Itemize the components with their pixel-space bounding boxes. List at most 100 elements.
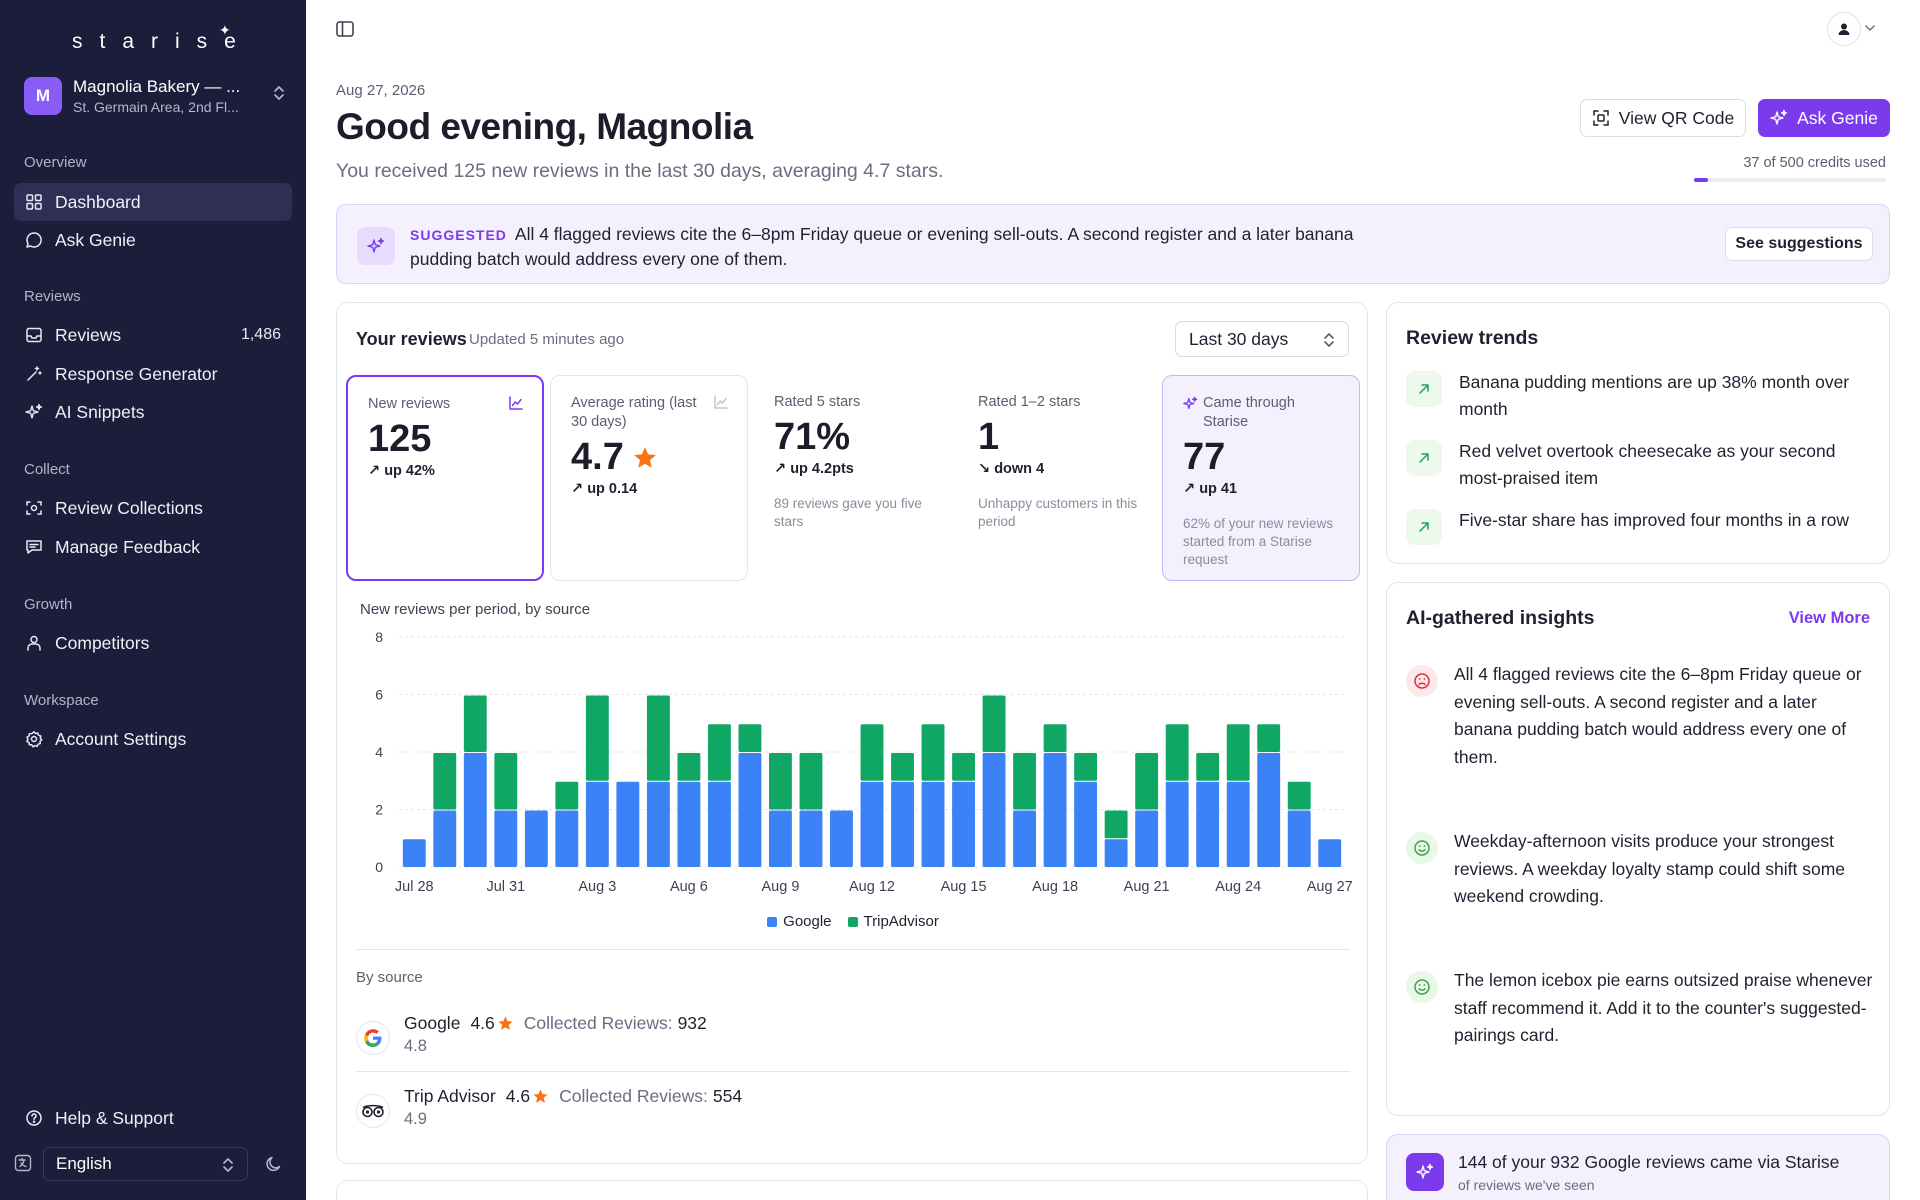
legend-item-google[interactable]: Google <box>767 913 832 930</box>
bar-google-aug-23[interactable] <box>1196 781 1220 867</box>
bar-tripadvisor-aug-8[interactable] <box>738 724 762 752</box>
bar-google-aug-17[interactable] <box>1013 810 1037 868</box>
sidebar-item-help-support[interactable]: Help & Support <box>14 1099 292 1137</box>
moon-icon[interactable] <box>264 1154 284 1174</box>
bar-tripadvisor-aug-22[interactable] <box>1165 724 1189 781</box>
sidebar-item-review-collections[interactable]: Review Collections <box>14 489 292 527</box>
bar-tripadvisor-aug-13[interactable] <box>891 753 914 781</box>
trend-up-arrow-icon <box>1406 371 1442 407</box>
bar-tripadvisor-aug-12[interactable] <box>860 724 884 781</box>
bar-google-aug-2[interactable] <box>555 810 579 868</box>
bar-tripadvisor-aug-7[interactable] <box>707 724 731 781</box>
bar-google-aug-11[interactable] <box>830 810 853 868</box>
sidebar-toggle-icon[interactable] <box>335 19 355 39</box>
trend-text: Five-star share has improved four months… <box>1459 510 1850 530</box>
bar-google-jul-29[interactable] <box>433 810 457 868</box>
sidebar-item-dashboard[interactable]: Dashboard <box>14 183 292 221</box>
bar-google-aug-25[interactable] <box>1257 753 1281 867</box>
bar-tripadvisor-aug-9[interactable] <box>769 753 792 810</box>
bar-google-aug-24[interactable] <box>1226 781 1250 867</box>
sidebar-item-ask-genie[interactable]: Ask Genie <box>14 221 292 259</box>
bar-tripadvisor-aug-26[interactable] <box>1287 781 1311 810</box>
sidebar-item-account-settings[interactable]: Account Settings <box>14 720 292 758</box>
bar-google-aug-6[interactable] <box>677 781 701 867</box>
x-tick-label: Jul 28 <box>395 879 434 895</box>
bar-google-aug-27[interactable] <box>1318 839 1342 867</box>
bar-google-aug-16[interactable] <box>982 753 1006 867</box>
bar-google-aug-1[interactable] <box>524 810 548 868</box>
ask-genie-button[interactable]: Ask Genie <box>1758 99 1890 137</box>
bar-google-aug-3[interactable] <box>585 781 609 867</box>
sidebar-item-manage-feedback[interactable]: Manage Feedback <box>14 528 292 566</box>
bar-tripadvisor-aug-20[interactable] <box>1104 810 1128 839</box>
bar-google-jul-31[interactable] <box>494 810 518 868</box>
bar-tripadvisor-aug-17[interactable] <box>1013 753 1037 810</box>
bar-tripadvisor-aug-6[interactable] <box>677 753 701 781</box>
see-suggestions-button[interactable]: See suggestions <box>1725 227 1873 261</box>
bar-google-aug-21[interactable] <box>1135 810 1159 868</box>
bar-tripadvisor-aug-10[interactable] <box>799 753 823 810</box>
view-qr-code-label: View QR Code <box>1618 107 1735 128</box>
bar-google-aug-8[interactable] <box>738 753 762 867</box>
bar-google-aug-15[interactable] <box>952 781 975 867</box>
bar-google-aug-19[interactable] <box>1074 781 1098 867</box>
language-select[interactable]: English <box>43 1147 248 1181</box>
bar-google-aug-4[interactable] <box>616 781 640 867</box>
org-name: Magnolia Bakery — ... <box>73 77 241 96</box>
starise-logo[interactable]: starise <box>72 30 253 53</box>
stat-rated-5-stars[interactable]: Rated 5 stars 71% ↗ up 4.2pts 89 reviews… <box>754 375 952 581</box>
sidebar-item-ai-snippets[interactable]: AI Snippets <box>14 393 292 431</box>
view-more-link[interactable]: View More <box>1788 609 1870 627</box>
star-icon <box>633 446 656 468</box>
stat-came-through-starise[interactable]: Came through Starise 77 ↗ up 41 62% of y… <box>1162 375 1360 581</box>
star-icon <box>533 1089 548 1103</box>
bar-tripadvisor-aug-25[interactable] <box>1257 724 1281 752</box>
bar-tripadvisor-aug-19[interactable] <box>1074 753 1098 781</box>
bar-tripadvisor-aug-2[interactable] <box>555 781 579 810</box>
stat-average-rating[interactable]: Average rating (last 30 days) 4.7 ↗ up 0… <box>550 375 748 581</box>
source-row-google[interactable]: Google 4.6 Collected Reviews: 932 4.8 <box>356 1013 1350 1073</box>
credits-usage-text: 37 of 500 credits used <box>1743 155 1886 171</box>
sidebar-item-reviews[interactable]: Reviews 1,486 <box>14 316 292 354</box>
sidebar-item-response-generator[interactable]: Response Generator <box>14 355 292 393</box>
suggestion-body: All 4 flagged reviews cite the 6–8pm Fri… <box>410 224 1354 269</box>
bar-google-jul-30[interactable] <box>463 753 487 867</box>
bar-google-aug-13[interactable] <box>891 781 914 867</box>
bar-tripadvisor-jul-30[interactable] <box>463 695 487 753</box>
bar-google-aug-10[interactable] <box>799 810 823 868</box>
stat-value: 4.7 <box>571 436 624 478</box>
source-summary: Google 4.6 Collected Reviews: 932 <box>404 1013 707 1034</box>
legend-item-tripadvisor[interactable]: TripAdvisor <box>847 913 939 930</box>
bar-tripadvisor-jul-31[interactable] <box>494 753 518 810</box>
bar-google-aug-14[interactable] <box>921 781 945 867</box>
stat-rated-1-2-stars[interactable]: Rated 1–2 stars 1 ↘ down 4 Unhappy custo… <box>958 375 1156 581</box>
view-qr-code-button[interactable]: View QR Code <box>1580 99 1746 137</box>
bar-google-aug-7[interactable] <box>707 781 731 867</box>
bar-google-aug-5[interactable] <box>646 781 670 867</box>
bar-google-aug-9[interactable] <box>769 810 792 868</box>
bar-tripadvisor-aug-3[interactable] <box>585 695 609 781</box>
stat-new-reviews[interactable]: New reviews 125 ↗ up 42% <box>346 375 544 581</box>
bar-tripadvisor-aug-23[interactable] <box>1196 753 1220 781</box>
bar-tripadvisor-aug-15[interactable] <box>952 753 975 781</box>
ask-genie-label: Ask Genie <box>1797 107 1878 128</box>
bar-tripadvisor-aug-24[interactable] <box>1226 724 1250 781</box>
bar-tripadvisor-aug-21[interactable] <box>1135 753 1159 810</box>
bar-tripadvisor-aug-14[interactable] <box>921 724 945 781</box>
bar-google-aug-18[interactable] <box>1043 753 1067 867</box>
bar-google-aug-20[interactable] <box>1104 839 1128 867</box>
bar-tripadvisor-jul-29[interactable] <box>433 753 457 810</box>
date-range-select[interactable]: Last 30 days <box>1175 321 1349 357</box>
bar-google-aug-12[interactable] <box>860 781 884 867</box>
chevron-down-icon[interactable] <box>1864 22 1876 34</box>
org-switcher[interactable]: M Magnolia Bakery — ... St. Germain Area… <box>24 76 286 116</box>
bar-google-aug-26[interactable] <box>1287 810 1311 868</box>
sidebar-item-competitors[interactable]: Competitors <box>14 624 292 662</box>
source-row-tripadvisor[interactable]: Trip Advisor 4.6 Collected Reviews: 554 … <box>356 1086 1350 1146</box>
bar-tripadvisor-aug-5[interactable] <box>646 695 670 781</box>
bar-google-aug-22[interactable] <box>1165 781 1189 867</box>
user-menu-button[interactable] <box>1827 12 1861 46</box>
bar-tripadvisor-aug-16[interactable] <box>982 695 1006 753</box>
bar-tripadvisor-aug-18[interactable] <box>1043 724 1067 752</box>
bar-google-jul-28[interactable] <box>402 839 426 867</box>
